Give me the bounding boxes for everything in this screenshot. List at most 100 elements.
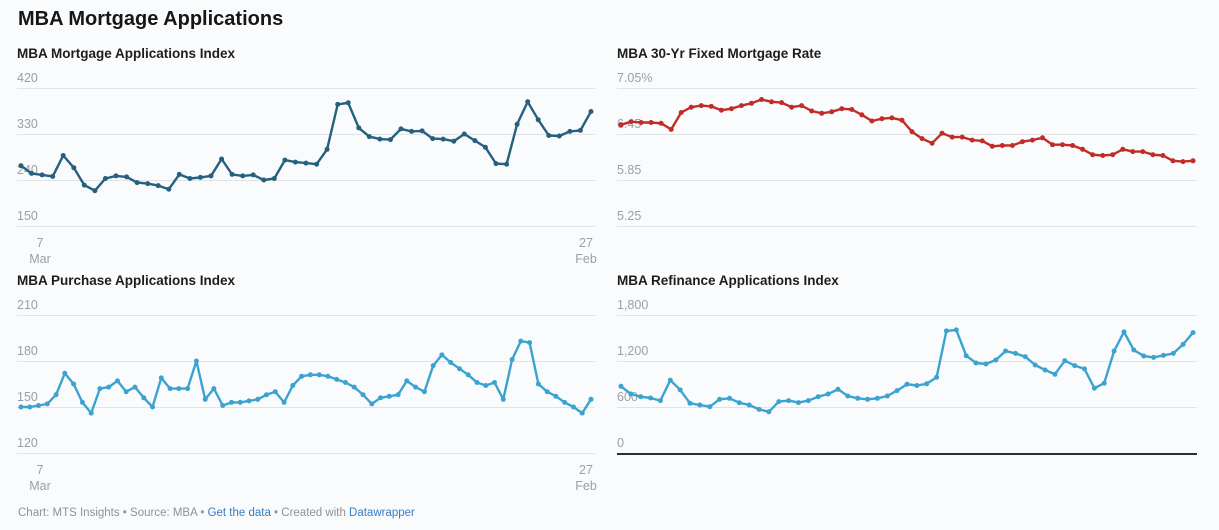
data-point — [378, 395, 383, 401]
data-point — [62, 370, 68, 376]
data-point — [819, 110, 825, 116]
data-point — [39, 172, 45, 178]
get-the-data-link[interactable]: Get the data — [207, 507, 271, 519]
page-title: MBA Mortgage Applications — [18, 8, 284, 30]
data-point — [102, 176, 108, 181]
data-point — [483, 383, 489, 388]
data-point — [166, 186, 172, 192]
gridline — [617, 180, 1197, 181]
x-tick-end-month: Feb — [575, 479, 597, 493]
data-point — [899, 117, 905, 123]
data-point — [1091, 385, 1097, 391]
plot-area: 210 180 150 120 7 Mar 27 Feb — [17, 295, 597, 499]
data-point — [698, 103, 704, 109]
data-point — [562, 399, 568, 405]
data-point — [404, 378, 410, 384]
data-point — [240, 173, 246, 179]
data-point — [845, 393, 851, 399]
data-point — [1160, 352, 1166, 358]
data-point — [115, 378, 120, 384]
data-point — [369, 401, 375, 407]
data-point — [377, 136, 383, 142]
data-point — [324, 146, 330, 152]
data-point — [553, 393, 559, 399]
x-axis-baseline — [617, 453, 1197, 455]
gridline — [17, 88, 595, 89]
chart-purchase-index: MBA Purchase Applications Index 210 180 15… — [17, 273, 597, 499]
y-tick-label: 5.25 — [617, 209, 642, 223]
data-point — [472, 138, 478, 144]
data-point — [865, 396, 871, 402]
data-point — [789, 104, 795, 110]
data-point — [1022, 354, 1028, 360]
data-point — [1140, 149, 1146, 155]
data-point — [546, 133, 552, 138]
data-point — [79, 399, 85, 405]
data-point — [282, 157, 288, 163]
gridline — [17, 315, 595, 316]
data-point — [71, 165, 77, 171]
data-point — [18, 163, 24, 169]
data-point — [92, 188, 98, 194]
data-point — [514, 121, 520, 127]
gridline — [17, 134, 595, 135]
data-point — [1082, 366, 1087, 372]
data-point — [815, 394, 821, 400]
data-point — [208, 173, 214, 179]
data-point — [448, 360, 454, 365]
data-point — [544, 389, 550, 395]
data-point — [307, 372, 313, 378]
data-point — [1130, 149, 1136, 155]
data-point — [786, 398, 792, 404]
gridline — [17, 407, 595, 408]
plot-area: 1,800 1,200 600 0 — [617, 295, 1197, 499]
data-point — [345, 100, 351, 106]
footer-credit-text: Chart: MTS Insights • Source: MBA • — [18, 507, 208, 519]
data-point — [211, 386, 217, 392]
data-point — [707, 404, 713, 410]
data-point — [421, 389, 427, 395]
data-point — [451, 138, 457, 144]
data-point — [1170, 350, 1176, 356]
data-point — [983, 361, 989, 367]
data-point — [343, 380, 348, 385]
data-point — [939, 130, 945, 136]
data-point — [264, 392, 269, 398]
data-point — [1042, 367, 1048, 373]
data-point — [1080, 146, 1086, 152]
data-point — [829, 109, 835, 115]
data-point — [879, 116, 885, 122]
data-point — [176, 386, 182, 392]
chart-title: MBA Mortgage Applications Index — [17, 46, 236, 61]
data-point — [500, 396, 506, 402]
data-point — [708, 103, 714, 109]
data-point — [973, 360, 979, 366]
chart-title: MBA 30-Yr Fixed Mortgage Rate — [617, 46, 822, 61]
data-point — [202, 396, 208, 402]
data-point — [525, 99, 531, 105]
plot-area: 420 330 240 150 7 Mar 27 Feb — [17, 68, 597, 272]
data-point — [839, 106, 845, 112]
data-point — [246, 398, 252, 404]
y-tick-label: 210 — [17, 298, 38, 312]
y-tick-label: 330 — [17, 117, 38, 131]
data-point — [150, 404, 155, 410]
datawrapper-link[interactable]: Datawrapper — [349, 507, 415, 519]
data-point — [535, 117, 541, 123]
data-point — [949, 134, 955, 140]
data-point — [859, 112, 865, 118]
data-point — [1110, 152, 1116, 158]
data-point — [756, 406, 762, 412]
data-point — [628, 391, 634, 397]
data-point — [272, 389, 278, 395]
data-point — [27, 404, 33, 410]
data-point — [746, 402, 752, 408]
data-point — [1131, 347, 1137, 353]
data-point — [667, 377, 673, 383]
line-series — [18, 99, 594, 194]
data-point — [1160, 153, 1166, 158]
data-point — [579, 410, 585, 416]
data-point — [1141, 353, 1147, 359]
data-point — [356, 125, 362, 131]
